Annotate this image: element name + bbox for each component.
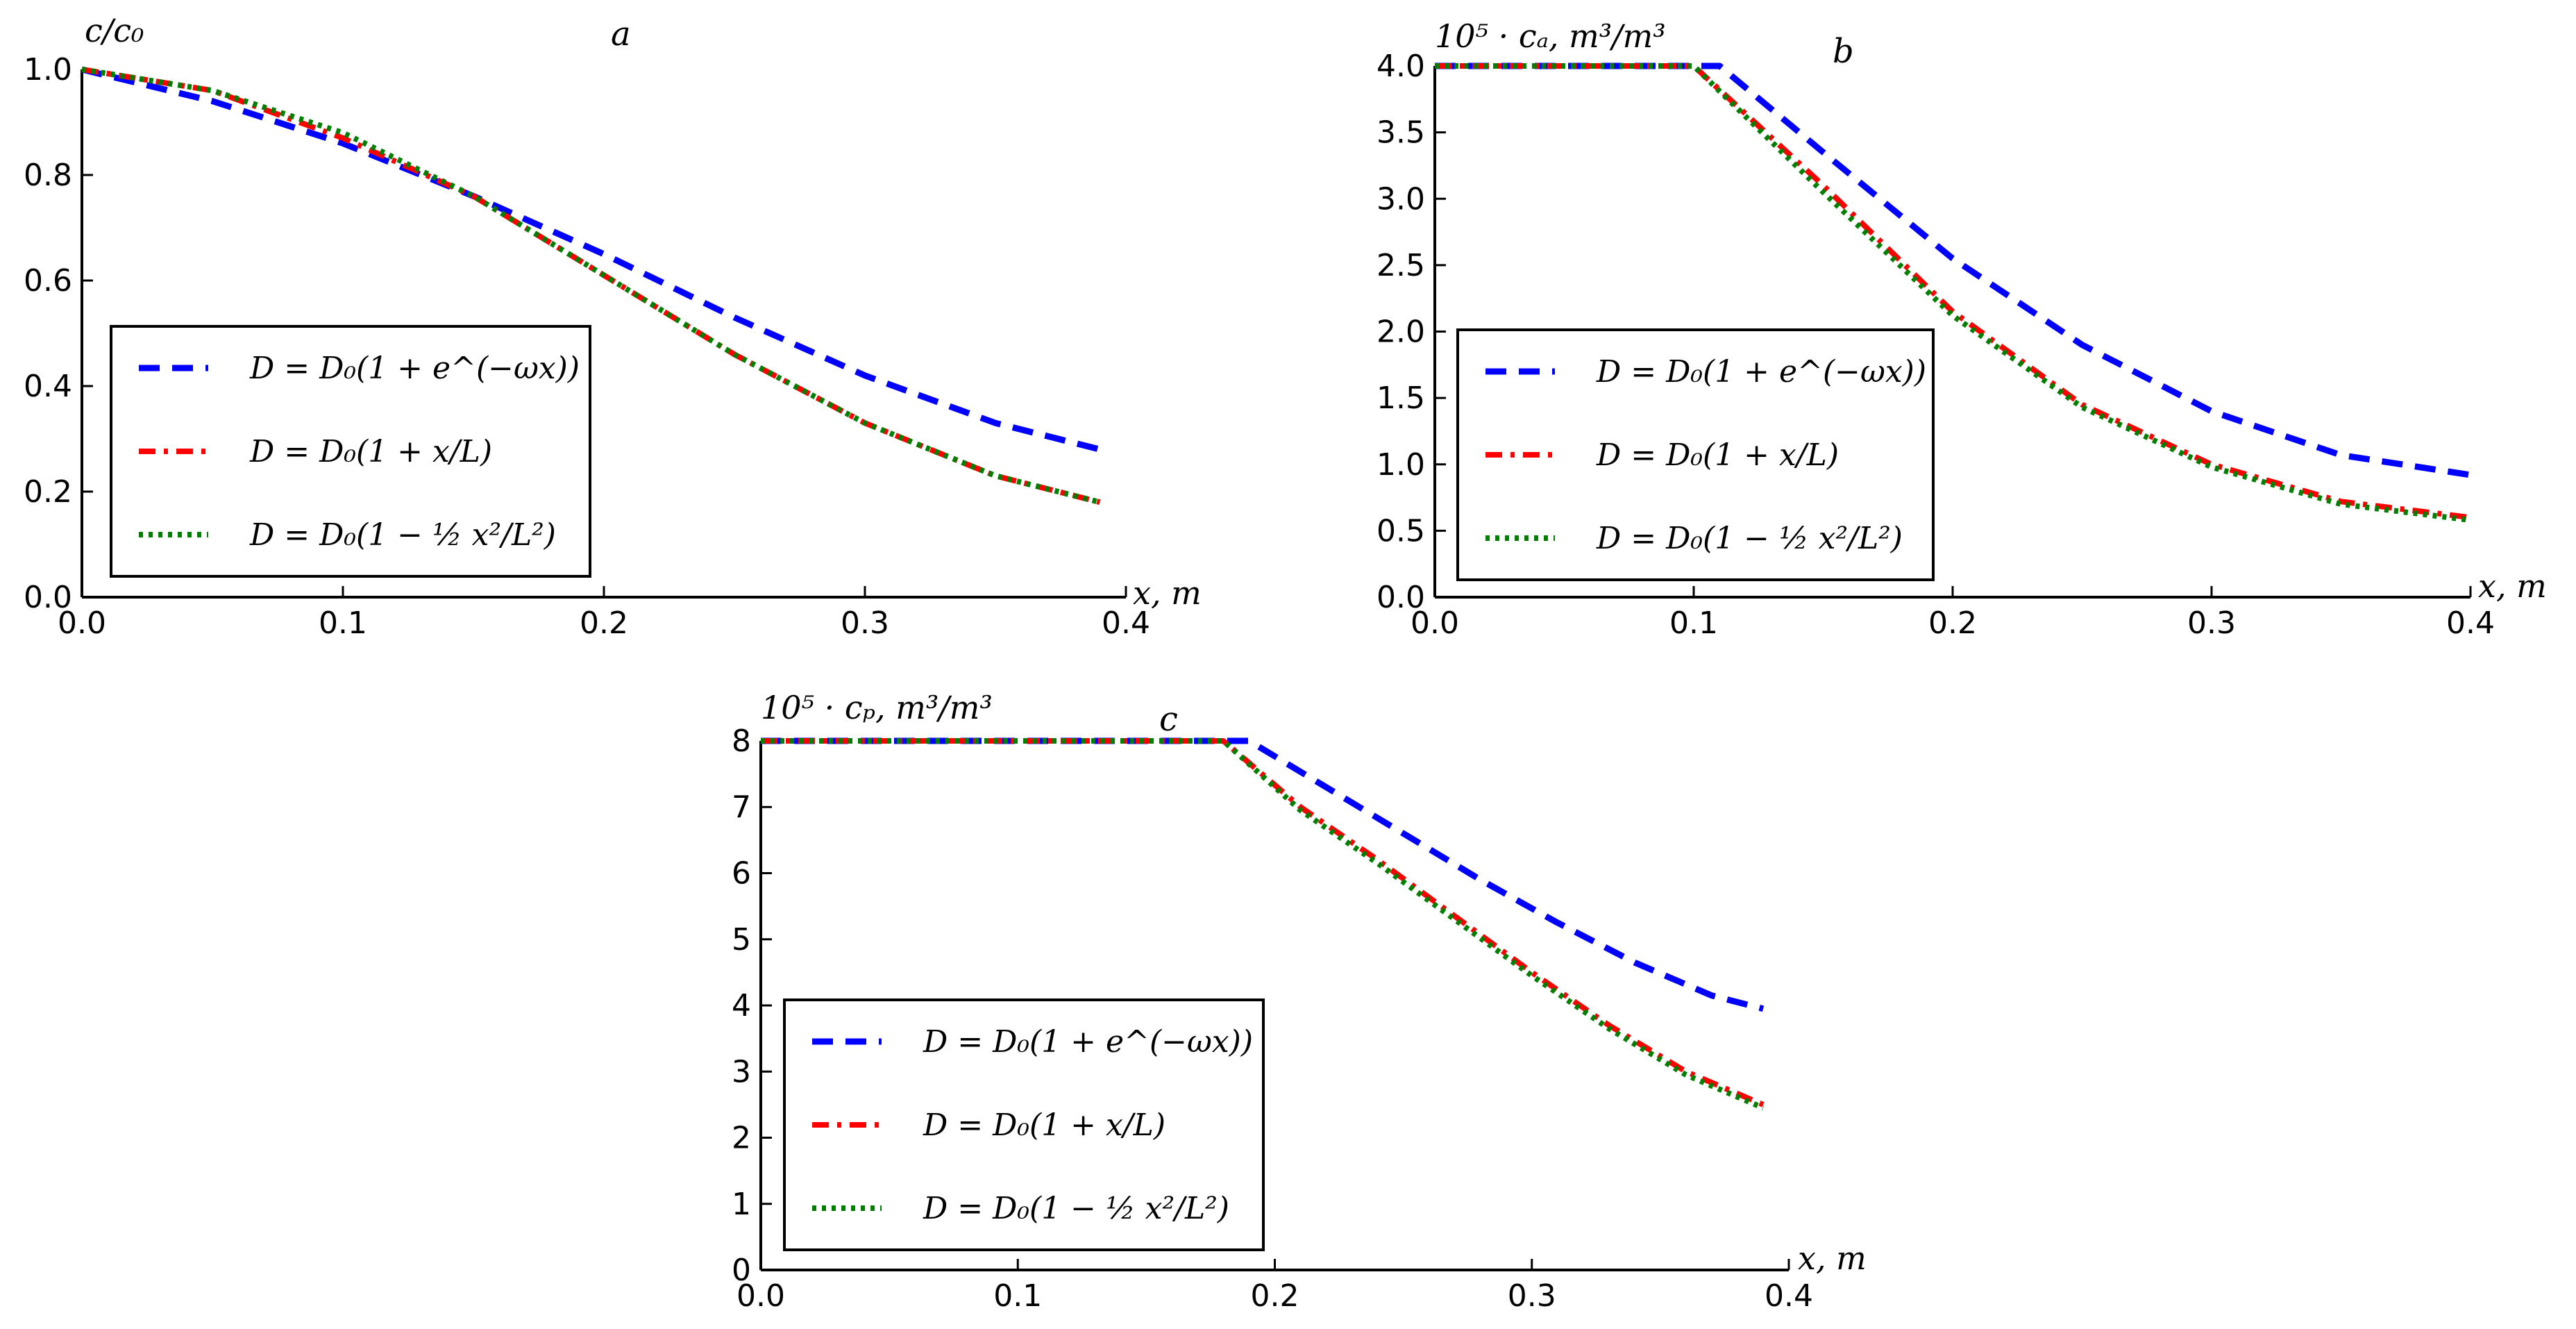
y-tick-label: 0.0 (24, 580, 72, 615)
x-tick-label: 0.4 (2446, 605, 2495, 641)
x-tick-label: 0.4 (1102, 605, 1150, 641)
y-tick-label: 1.5 (1377, 381, 1425, 416)
series-line (1435, 63, 2471, 524)
x-tick-label: 0.1 (993, 1278, 1042, 1314)
legend-label: D = D₀(1 + e^(−ωx)) (249, 351, 580, 386)
x-tick-label: 0.1 (1669, 605, 1718, 641)
series-line (1435, 63, 2471, 521)
y-tick-label: 3 (732, 1054, 751, 1089)
panel-a: 0.0 0.1 0.2 0.3 0.4 0.0 0.2 0.4 0.6 0.8 1.0 c/c₀ x, … (24, 12, 1202, 641)
legend-label: D = D₀(1 − ½ x²/L²) (923, 1191, 1229, 1226)
y-tick-label: 0 (732, 1253, 751, 1288)
y-tick-label: 2.0 (1377, 315, 1425, 350)
x-axis-label: x, m (2478, 567, 2547, 605)
y-tick-label: 8 (732, 724, 751, 759)
legend: D = D₀(1 + e^(−ωx)) D = D₀(1 + x/L) D = D₀… (110, 325, 591, 578)
legend-label: D = D₀(1 + e^(−ωx)) (1596, 354, 1926, 390)
y-axis-label: c/c₀ (85, 12, 144, 49)
y-tick-label: 2 (732, 1121, 751, 1156)
x-tick-label: 0.3 (1508, 1278, 1556, 1314)
x-tick-label: 0.0 (736, 1278, 785, 1314)
y-tick-label: 0.2 (24, 474, 72, 510)
y-tick-label: 7 (732, 789, 751, 825)
series-line (1435, 62, 2471, 478)
y-axis-label: 10⁵ · cₐ, m³/m³ (1435, 17, 1666, 55)
y-tick-label: 0.5 (1377, 513, 1425, 549)
legend-label: D = D₀(1 − ½ x²/L²) (1596, 521, 1903, 556)
panel-letter: c (1159, 700, 1178, 739)
y-tick-label: 5 (732, 922, 751, 958)
y-tick-label: 1.0 (1377, 447, 1425, 483)
legend-label: D = D₀(1 + e^(−ωx)) (923, 1024, 1253, 1060)
x-tick-label: 0.3 (841, 605, 889, 641)
y-tick-label: 4.0 (1377, 49, 1425, 84)
legend-label: D = D₀(1 + x/L) (249, 434, 492, 469)
panel-letter: b (1833, 32, 1854, 71)
y-tick-label: 0.0 (1377, 580, 1425, 615)
x-tick-label: 0.0 (1411, 605, 1459, 641)
y-tick-label: 1.0 (24, 52, 72, 87)
panel-c: 0.0 0.1 0.2 0.3 0.4 0 1 2 3 4 5 6 7 8 10⁵ · cₚ, m³/m³ x… (732, 689, 1867, 1314)
legend: D = D₀(1 + e^(−ωx)) D = D₀(1 + x/L) D = D₀… (1456, 328, 1935, 581)
series-line (761, 738, 1765, 1111)
legend-label: D = D₀(1 + x/L) (923, 1108, 1165, 1143)
panel-b: 0.0 0.1 0.2 0.3 0.4 0.0 0.5 1.0 1.5 2.0 2.5 3.0 3.5 4… (1377, 17, 2547, 641)
y-tick-label: 2.5 (1377, 248, 1425, 283)
panel-letter: a (611, 15, 631, 53)
x-tick-label: 0.2 (1251, 1278, 1299, 1314)
y-tick-label: 0.6 (24, 263, 72, 299)
x-tick-label: 0.2 (580, 605, 628, 641)
series-line (761, 737, 1765, 1012)
x-tick-label: 0.1 (319, 605, 367, 641)
y-tick-label: 4 (732, 988, 751, 1023)
x-tick-label: 0.0 (58, 605, 106, 641)
y-tick-label: 3.5 (1377, 115, 1425, 151)
x-tick-label: 0.3 (2187, 605, 2236, 641)
y-tick-label: 0.4 (24, 369, 72, 404)
x-tick-label: 0.4 (1765, 1278, 1813, 1314)
legend-label: D = D₀(1 + x/L) (1596, 437, 1839, 473)
y-tick-label: 1 (732, 1187, 751, 1222)
legend: D = D₀(1 + e^(−ωx)) D = D₀(1 + x/L) D = D₀… (783, 998, 1265, 1251)
series-line (81, 66, 1101, 453)
y-axis-label: 10⁵ · cₚ, m³/m³ (761, 689, 993, 726)
legend-label: D = D₀(1 − ½ x²/L²) (249, 517, 556, 553)
y-tick-label: 0.8 (24, 158, 72, 193)
y-tick-label: 3.0 (1377, 181, 1425, 217)
x-axis-label: x, m (1798, 1239, 1867, 1277)
y-tick-label: 6 (732, 856, 751, 892)
x-tick-label: 0.2 (1928, 605, 1977, 641)
x-axis-label: x, m (1133, 574, 1202, 612)
series-line (81, 67, 1101, 505)
